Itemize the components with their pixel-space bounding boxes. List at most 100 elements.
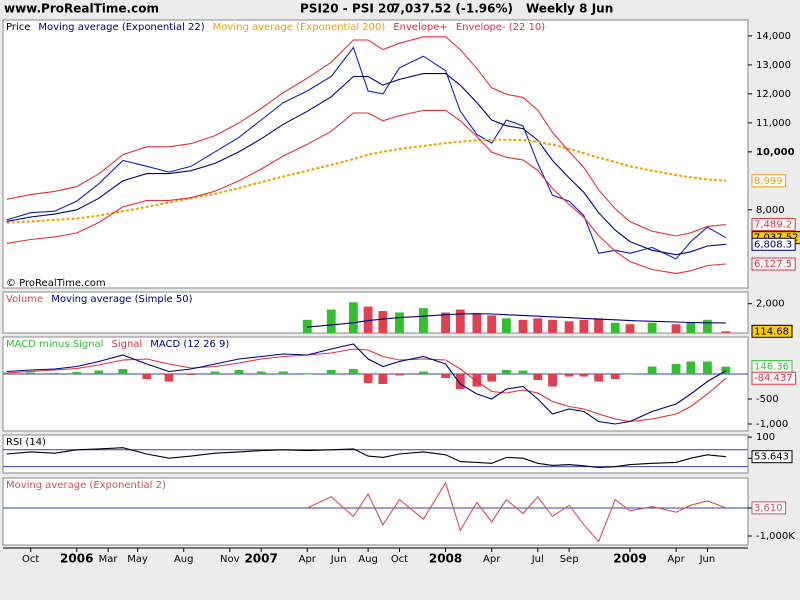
bar <box>472 313 482 333</box>
x-tick-label: Oct <box>22 554 39 565</box>
x-tick-label: 2006 <box>60 552 93 566</box>
bar <box>142 374 152 379</box>
x-tick-label: Jun <box>699 554 716 565</box>
last-value-label: 3,610 <box>754 503 783 514</box>
panel <box>2 434 749 474</box>
bar <box>686 361 696 374</box>
bar <box>395 374 404 376</box>
symbol: PSI20 - PSI 20 <box>300 2 395 16</box>
x-tick-label: Apr <box>667 554 685 565</box>
last-value-label: 6,808.3 <box>754 239 792 250</box>
bar <box>326 370 336 374</box>
x-tick-label: Mar <box>99 554 119 565</box>
bar <box>518 370 528 374</box>
bar <box>378 374 388 384</box>
x-tick-label: Nov <box>220 554 240 565</box>
last-value-box <box>751 371 797 385</box>
bar <box>564 321 574 333</box>
y-tick-label: 8,000 <box>756 205 785 216</box>
bar <box>703 319 712 333</box>
last-value-box <box>751 324 793 338</box>
bar <box>671 324 681 333</box>
bar <box>703 361 712 374</box>
y-tick-label: 12,000 <box>756 89 791 100</box>
y-tick-label: -500 <box>756 394 779 405</box>
last-value-label: 53.643 <box>754 452 789 463</box>
y-tick-label: 100 <box>756 432 775 443</box>
bar <box>502 370 511 374</box>
y-tick-label: 10,000 <box>756 147 795 158</box>
bar <box>326 309 336 333</box>
bar <box>256 371 266 374</box>
bar <box>625 374 635 375</box>
bar <box>164 374 174 382</box>
bar <box>686 322 696 333</box>
line <box>307 313 726 328</box>
bar <box>26 372 36 374</box>
x-tick-label: May <box>127 554 148 565</box>
y-tick-label: 2,000 <box>756 299 785 310</box>
bar <box>518 319 528 333</box>
x-tick-label: Sep <box>560 554 579 565</box>
bar <box>419 371 428 374</box>
x-tick-label: Jul <box>531 554 544 565</box>
legend-entry: MACD minus Signal <box>6 339 103 350</box>
x-tick-label: 2007 <box>244 552 277 566</box>
legend-entry: Moving average (Exponential 2) <box>6 480 166 491</box>
bar <box>363 306 373 333</box>
series-group <box>3 343 731 425</box>
panel <box>2 477 749 546</box>
line <box>6 36 726 237</box>
line <box>6 138 726 224</box>
last-value-label: 114.68 <box>754 326 789 337</box>
bar <box>502 318 511 333</box>
bar <box>647 322 657 333</box>
bar <box>548 374 557 387</box>
line <box>6 447 726 469</box>
last-value-box <box>751 501 787 515</box>
bar <box>419 308 428 333</box>
line <box>6 46 727 260</box>
period: Weekly 8 Jun <box>526 2 613 16</box>
last-value-label: 7,489.2 <box>754 220 792 231</box>
bar <box>610 374 620 379</box>
quote: 7,037.52 (-1.96%) <box>392 2 513 16</box>
bar <box>118 369 128 374</box>
legend-entry: Price <box>6 22 30 33</box>
last-value-box <box>751 257 796 271</box>
legend-entry: Envelope+ <box>393 22 448 33</box>
series-group <box>307 481 727 543</box>
bar <box>579 319 589 333</box>
y-tick-label: 11,000 <box>756 118 791 129</box>
bar <box>186 374 196 375</box>
line <box>6 343 727 425</box>
legend-entry: Moving average (Simple 50) <box>51 294 192 305</box>
legend-entry: RSI (14) <box>6 437 46 448</box>
bar <box>548 319 557 333</box>
bar <box>455 309 465 333</box>
line <box>6 109 726 274</box>
legend-entry: Volume <box>6 294 43 305</box>
legend-entry: Signal <box>111 339 142 350</box>
line <box>6 73 726 256</box>
bar <box>487 315 497 333</box>
x-tick-label: Apr <box>299 554 317 565</box>
bar <box>50 373 60 374</box>
bar <box>455 374 465 389</box>
x-tick-label: Aug <box>174 554 194 565</box>
bar <box>348 302 358 333</box>
last-value-box <box>751 237 796 251</box>
bar <box>533 374 543 380</box>
x-tick-label: 2009 <box>613 552 646 566</box>
bar <box>472 374 482 387</box>
legend-entry: Envelope- (22 10) <box>456 22 545 33</box>
last-value-label: -84.437 <box>754 373 793 384</box>
bar <box>278 371 288 374</box>
x-tick-label: 2008 <box>429 552 462 566</box>
bar <box>594 318 604 333</box>
bar <box>395 312 404 333</box>
panel <box>2 336 749 432</box>
bar <box>579 374 589 377</box>
bar <box>378 311 388 333</box>
